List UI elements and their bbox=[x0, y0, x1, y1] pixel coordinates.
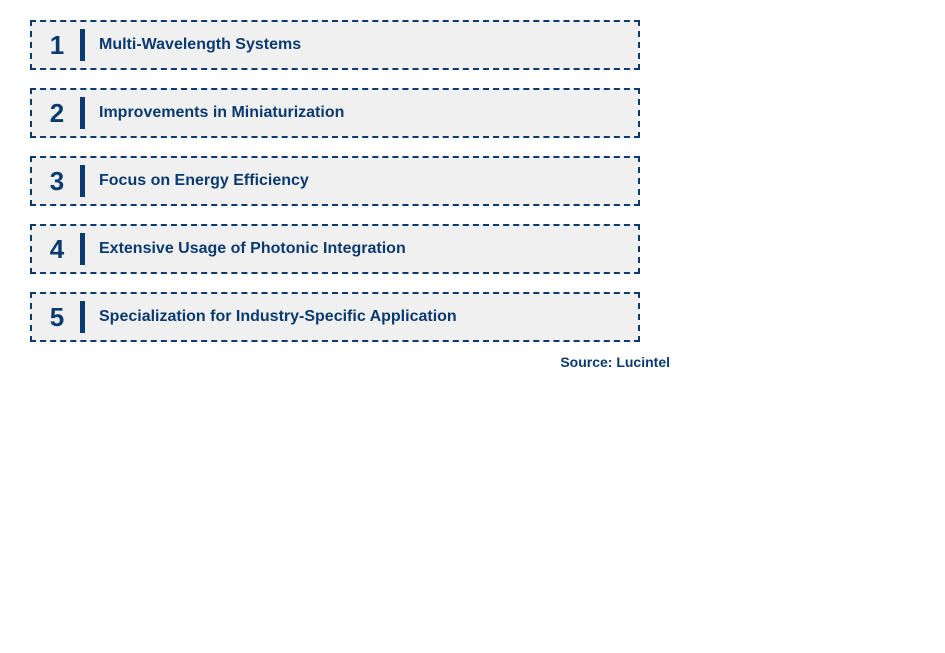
divider-icon bbox=[80, 29, 85, 61]
item-label: Focus on Energy Efficiency bbox=[99, 172, 309, 190]
list-item: 5 Specialization for Industry-Specific A… bbox=[30, 292, 640, 342]
source-text: Source: Lucintel bbox=[30, 354, 670, 370]
list-item: 1 Multi-Wavelength Systems bbox=[30, 20, 640, 70]
divider-icon bbox=[80, 301, 85, 333]
item-label: Improvements in Miniaturization bbox=[99, 104, 344, 122]
infographic-container: 1 Multi-Wavelength Systems 2 Improvement… bbox=[0, 0, 945, 370]
list-item: 3 Focus on Energy Efficiency bbox=[30, 156, 640, 206]
divider-icon bbox=[80, 165, 85, 197]
divider-icon bbox=[80, 97, 85, 129]
list-item: 2 Improvements in Miniaturization bbox=[30, 88, 640, 138]
item-number: 5 bbox=[44, 302, 70, 333]
divider-icon bbox=[80, 233, 85, 265]
list-item: 4 Extensive Usage of Photonic Integratio… bbox=[30, 224, 640, 274]
item-number: 1 bbox=[44, 30, 70, 61]
item-number: 3 bbox=[44, 166, 70, 197]
item-label: Specialization for Industry-Specific App… bbox=[99, 308, 457, 326]
item-number: 2 bbox=[44, 98, 70, 129]
item-label: Extensive Usage of Photonic Integration bbox=[99, 240, 406, 258]
item-number: 4 bbox=[44, 234, 70, 265]
item-label: Multi-Wavelength Systems bbox=[99, 36, 301, 54]
